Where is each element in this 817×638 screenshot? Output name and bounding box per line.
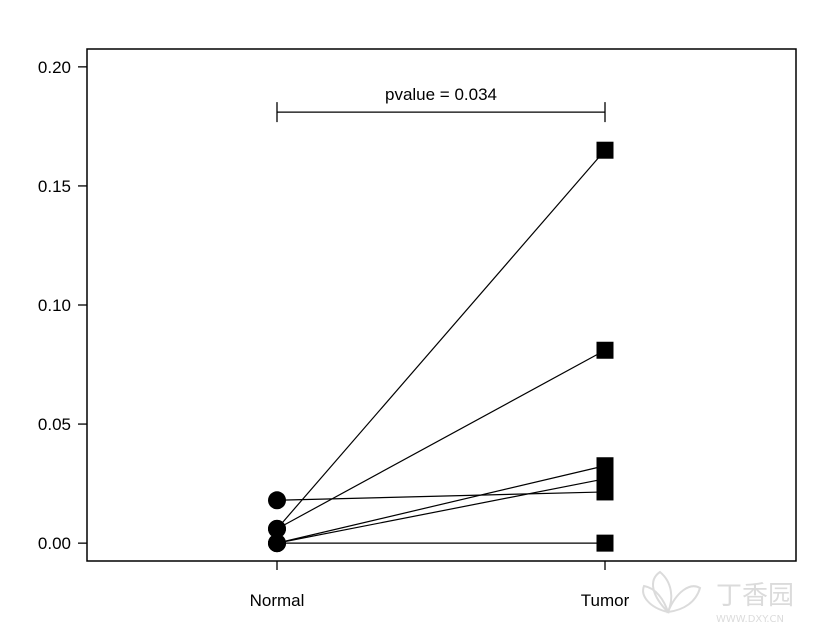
x-tick-label: Tumor xyxy=(581,591,630,610)
x-axis: Normal Tumor xyxy=(250,561,630,610)
pair-line xyxy=(276,149,606,530)
markers xyxy=(268,141,614,553)
y-tick-label: 0.10 xyxy=(38,296,71,315)
normal-point xyxy=(268,519,286,538)
pvalue-label: pvalue = 0.034 xyxy=(385,85,497,104)
y-tick-label: 0.15 xyxy=(38,177,71,196)
tumor-point xyxy=(596,141,614,159)
x-tick-label: Normal xyxy=(250,591,305,610)
pair-line xyxy=(276,349,606,530)
pair-line xyxy=(276,491,606,501)
pair-line xyxy=(276,465,606,544)
tumor-point xyxy=(596,483,614,501)
y-tick-label: 0.00 xyxy=(38,534,71,553)
normal-point xyxy=(268,534,286,553)
y-axis: 0.00 0.05 0.10 0.15 0.20 xyxy=(38,58,87,553)
tumor-point xyxy=(596,470,614,488)
tumor-point xyxy=(596,341,614,359)
pair-line xyxy=(276,478,606,544)
tumor-point xyxy=(596,457,614,475)
y-tick-label: 0.20 xyxy=(38,58,71,77)
tumor-point xyxy=(596,534,614,552)
pair-lines xyxy=(276,149,606,544)
pvalue-annotation: pvalue = 0.034 xyxy=(276,85,606,123)
watermark-logo: 丁香园 WWW.DXY.CN xyxy=(642,570,794,625)
normal-point xyxy=(268,491,286,510)
plot-frame xyxy=(86,48,797,562)
flower-icon xyxy=(642,570,702,614)
watermark-subtext: WWW.DXY.CN xyxy=(716,614,784,625)
y-tick-label: 0.05 xyxy=(38,415,71,434)
watermark-text: 丁香园 xyxy=(716,581,794,611)
